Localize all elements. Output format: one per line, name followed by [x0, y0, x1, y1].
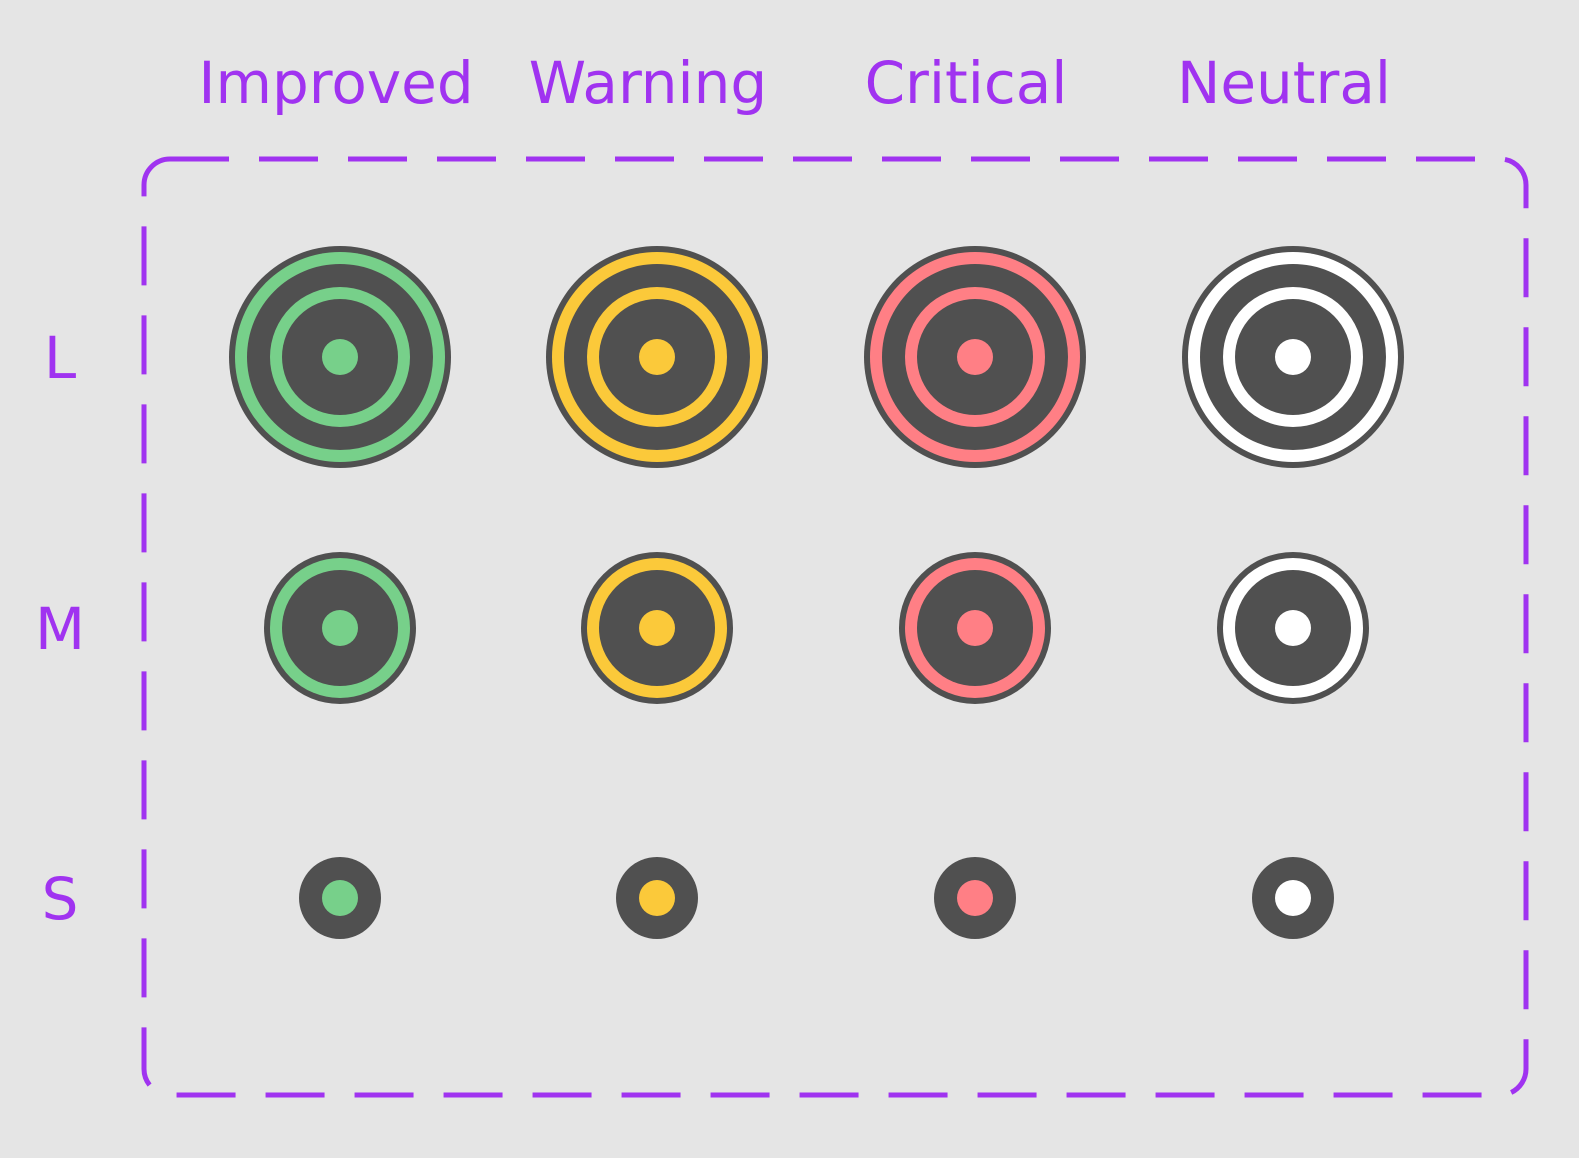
- indicator-center-dot: [957, 339, 993, 375]
- row-label-medium: M: [35, 595, 85, 663]
- indicator-center-dot: [639, 880, 675, 916]
- indicator-center-dot: [957, 880, 993, 916]
- indicator-center-dot: [1275, 339, 1311, 375]
- indicator-center-dot: [1275, 610, 1311, 646]
- status-indicator-critical-small: [934, 857, 1016, 939]
- column-label-improved: Improved: [198, 49, 473, 117]
- status-indicator-warning-large: [546, 246, 768, 468]
- status-indicator-warning-medium: [581, 552, 733, 704]
- column-label-critical: Critical: [865, 49, 1068, 117]
- status-indicator-improved-medium: [264, 552, 416, 704]
- indicator-center-dot: [322, 339, 358, 375]
- indicator-center-dot: [639, 610, 675, 646]
- status-indicator-warning-small: [616, 857, 698, 939]
- indicator-center-dot: [1275, 880, 1311, 916]
- indicator-center-dot: [639, 339, 675, 375]
- status-indicator-neutral-small: [1252, 857, 1334, 939]
- indicator-center-dot: [957, 610, 993, 646]
- row-label-large: L: [44, 324, 76, 392]
- column-label-neutral: Neutral: [1177, 49, 1391, 117]
- column-label-warning: Warning: [529, 49, 767, 117]
- status-indicator-neutral-large: [1182, 246, 1404, 468]
- status-indicator-neutral-medium: [1217, 552, 1369, 704]
- status-indicator-critical-large: [864, 246, 1086, 468]
- status-indicator-improved-large: [229, 246, 451, 468]
- row-label-small: S: [42, 865, 79, 933]
- indicator-center-dot: [322, 610, 358, 646]
- status-indicator-improved-small: [299, 857, 381, 939]
- status-indicator-critical-medium: [899, 552, 1051, 704]
- indicator-center-dot: [322, 880, 358, 916]
- variant-frame: [141, 156, 1529, 1098]
